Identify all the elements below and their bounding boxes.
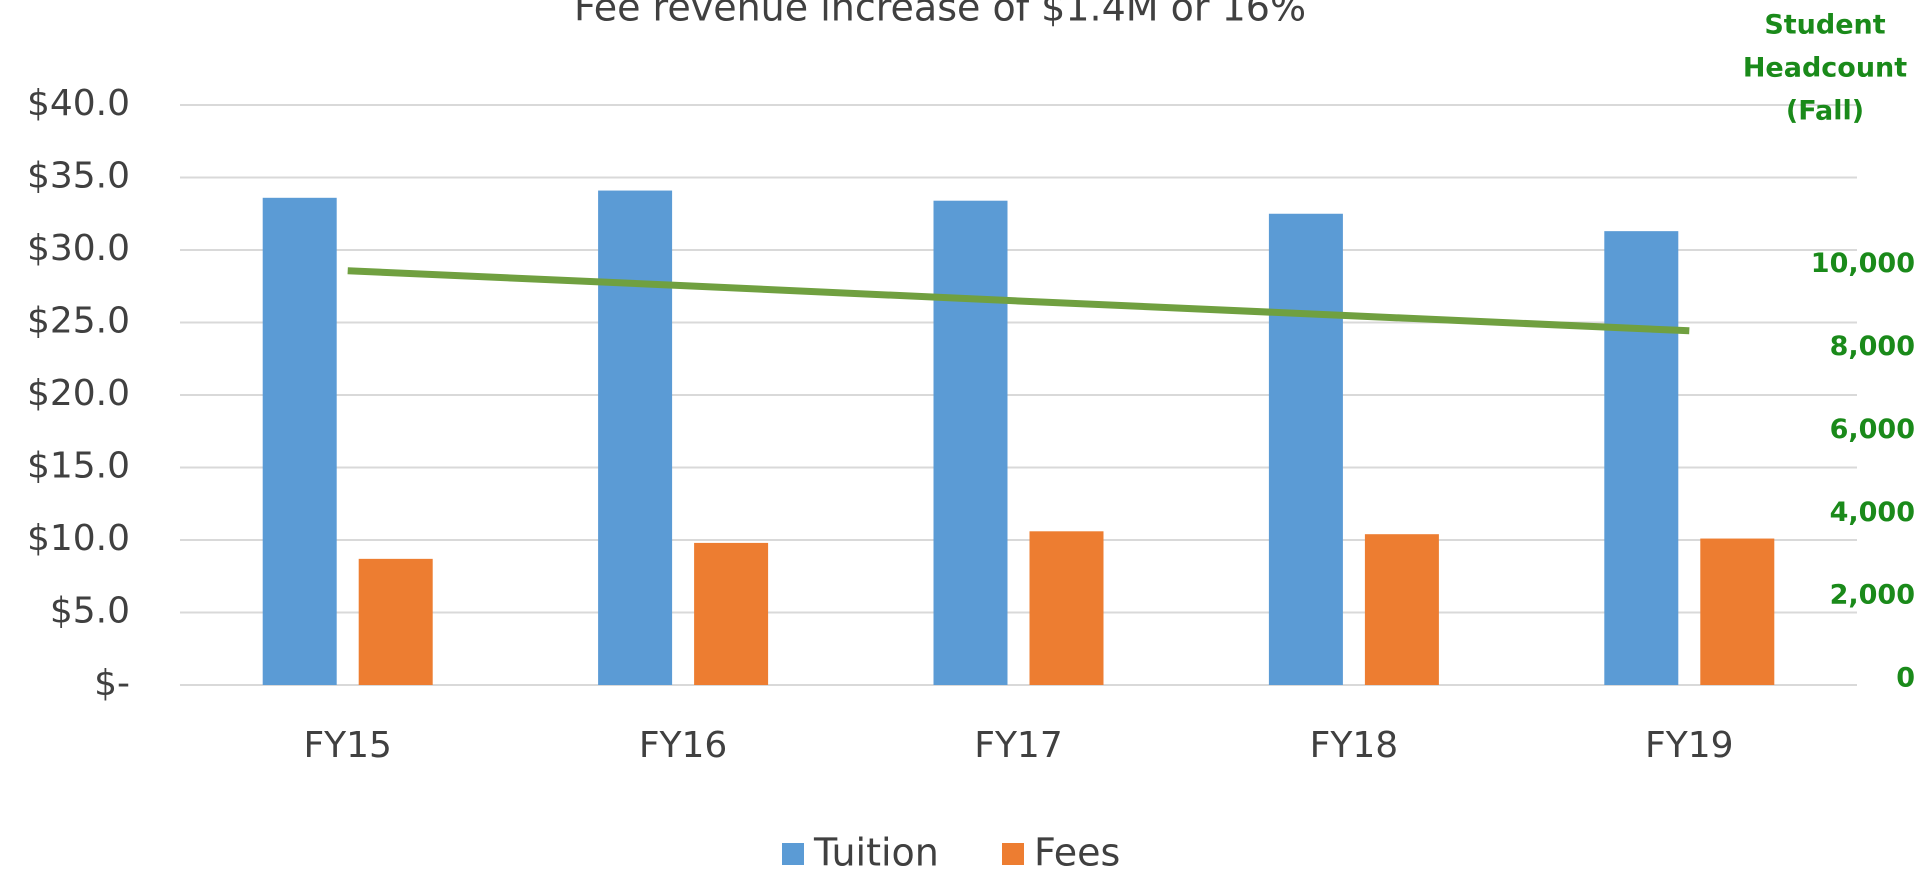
x-tick-label: FY16 <box>639 725 728 766</box>
y2-tick-label: 4,000 <box>1830 497 1915 528</box>
y2-axis-label: (Fall) <box>1786 96 1864 127</box>
bar <box>694 542 769 685</box>
bar <box>262 197 337 686</box>
bar <box>598 190 673 686</box>
y-tick-label: $5.0 <box>50 591 130 632</box>
y2-tick-label: 6,000 <box>1830 414 1915 445</box>
y-tick-label: $35.0 <box>27 156 130 197</box>
bar <box>1364 534 1439 685</box>
y2-axis-label: Headcount <box>1743 53 1907 84</box>
y-tick-label: $20.0 <box>27 373 130 414</box>
legend-swatch <box>1002 843 1024 865</box>
y-tick-label: $- <box>94 663 130 704</box>
legend-label: Fees <box>1034 831 1120 871</box>
bar <box>1700 538 1775 685</box>
y-tick-label: $15.0 <box>27 446 130 487</box>
x-tick-label: FY17 <box>974 725 1063 766</box>
bar <box>933 200 1008 685</box>
y-tick-label: $25.0 <box>27 301 130 342</box>
bar <box>1268 213 1343 685</box>
x-tick-label: FY15 <box>303 725 392 766</box>
y2-tick-label: 2,000 <box>1830 580 1915 611</box>
x-tick-label: FY18 <box>1310 725 1399 766</box>
y2-tick-label: 0 <box>1896 663 1915 694</box>
legend-label: Tuition <box>813 831 939 871</box>
y2-axis-label: Student <box>1764 10 1885 41</box>
headcount-line <box>347 267 1690 335</box>
y-tick-label: $40.0 <box>27 83 130 124</box>
bar <box>1604 231 1679 685</box>
bar <box>1029 531 1104 685</box>
y-tick-label: $10.0 <box>27 518 130 559</box>
y2-tick-label: 10,000 <box>1811 248 1915 279</box>
x-tick-label: FY19 <box>1645 725 1734 766</box>
y2-tick-label: 8,000 <box>1830 331 1915 362</box>
chart-title: Fee revenue increase of $1.4M or 16% <box>574 0 1306 30</box>
y-tick-label: $30.0 <box>27 228 130 269</box>
legend-swatch <box>782 843 804 865</box>
bar <box>358 558 433 685</box>
